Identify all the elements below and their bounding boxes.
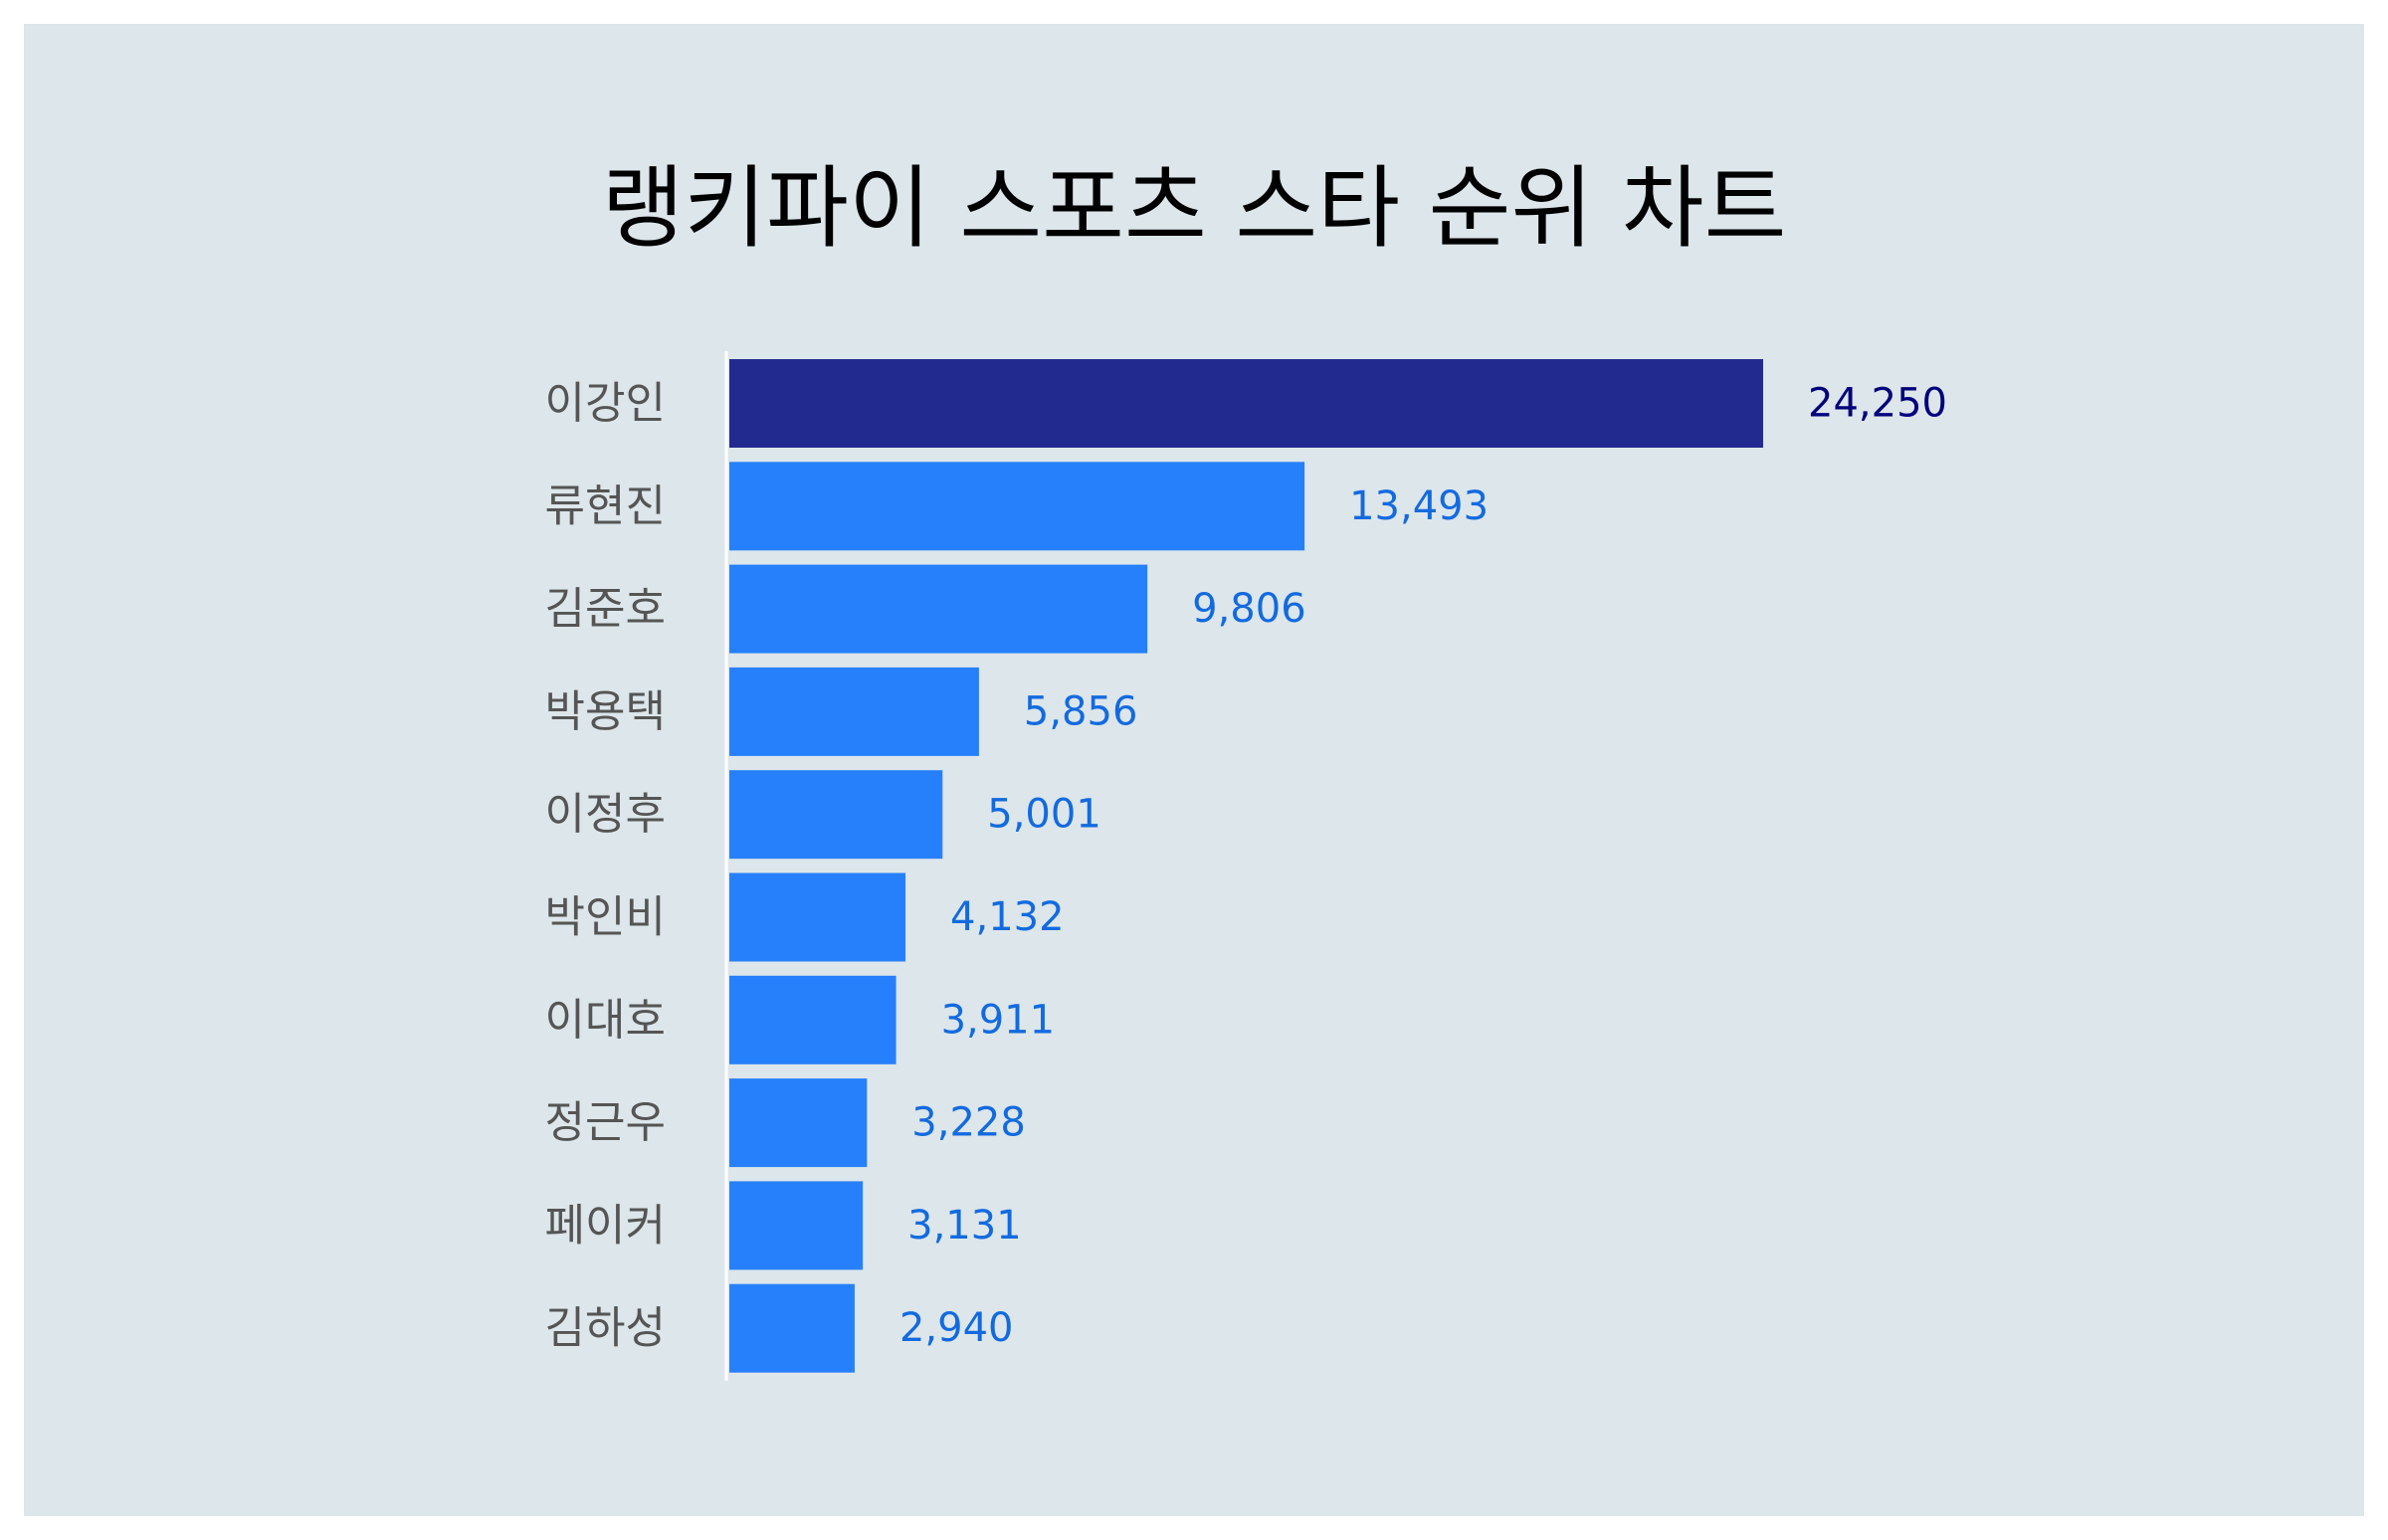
- value-label-8: 3,228: [911, 1100, 1026, 1146]
- category-label-3: 김준호: [545, 584, 666, 635]
- value-label-6: 4,132: [950, 894, 1065, 940]
- category-label-1: 이강인: [545, 378, 666, 429]
- value-label-9: 3,131: [907, 1203, 1022, 1249]
- bar-8: [729, 1078, 868, 1168]
- category-label-4: 박용택: [545, 686, 666, 737]
- chart-title: 랭키파이 스포츠 스타 순위 차트: [601, 156, 1787, 261]
- bar-4: [729, 667, 979, 756]
- value-label-2: 13,493: [1349, 483, 1489, 529]
- category-label-10: 김하성: [545, 1303, 666, 1354]
- value-label-7: 3,911: [941, 997, 1056, 1043]
- value-label-1: 24,250: [1808, 381, 1947, 427]
- bar-10: [729, 1283, 855, 1373]
- category-label-6: 박인비: [545, 892, 666, 943]
- category-label-2: 류현진: [545, 481, 666, 531]
- bar-2: [729, 462, 1305, 551]
- bar-7: [729, 975, 896, 1064]
- bar-9: [729, 1181, 864, 1270]
- bar-5: [729, 770, 943, 860]
- bar-6: [729, 872, 906, 962]
- value-label-5: 5,001: [987, 792, 1101, 838]
- chart-panel: 랭키파이 스포츠 스타 순위 차트 이강인 24,250 류현진 13,493 김준호 9…: [24, 24, 2364, 1516]
- value-label-10: 2,940: [899, 1305, 1014, 1351]
- category-label-8: 정근우: [545, 1097, 666, 1148]
- bar-1: [729, 359, 1763, 448]
- value-label-4: 5,856: [1024, 688, 1138, 734]
- value-label-3: 9,806: [1192, 586, 1306, 632]
- bar-chart: 이강인 24,250 류현진 13,493 김준호 9,806 박용택 5,856 이정후 5,0…: [545, 351, 1947, 1381]
- category-label-9: 페이커: [545, 1200, 666, 1251]
- category-label-7: 이대호: [545, 995, 666, 1046]
- bar-3: [729, 564, 1148, 654]
- category-label-5: 이정후: [545, 789, 666, 840]
